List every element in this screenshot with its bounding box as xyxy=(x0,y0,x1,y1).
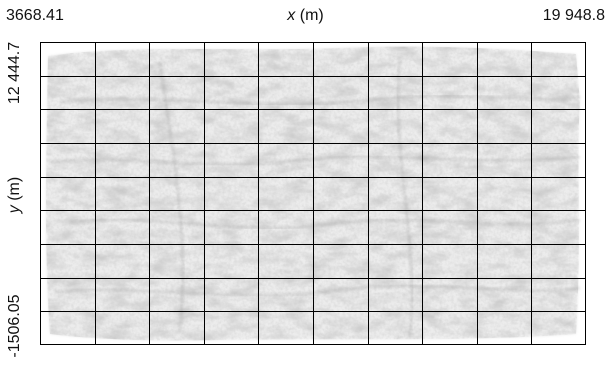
y-max-label: 12 444.7 xyxy=(6,41,23,105)
grid-layer xyxy=(40,42,586,345)
texture-streak xyxy=(54,284,581,297)
x-min-label: 3668.41 xyxy=(6,7,64,24)
texture-streak xyxy=(158,61,185,333)
texture-streak xyxy=(396,56,414,338)
y-min-label: -1506.05 xyxy=(6,294,23,358)
terrain-texture-plot xyxy=(40,42,586,345)
x-max-label: 19 948.8 xyxy=(542,7,605,24)
y-axis-var: y xyxy=(6,205,23,214)
texture-streak xyxy=(59,94,581,106)
texture-streak xyxy=(69,218,581,230)
x-axis-label: x (m) xyxy=(287,6,323,26)
texture-streak xyxy=(49,155,581,166)
x-axis-unit: (m) xyxy=(299,7,324,24)
y-axis-label: y (m) xyxy=(6,177,24,213)
plot-area xyxy=(40,42,586,345)
y-axis-unit: (m) xyxy=(6,176,23,201)
x-axis-var: x xyxy=(287,7,296,24)
